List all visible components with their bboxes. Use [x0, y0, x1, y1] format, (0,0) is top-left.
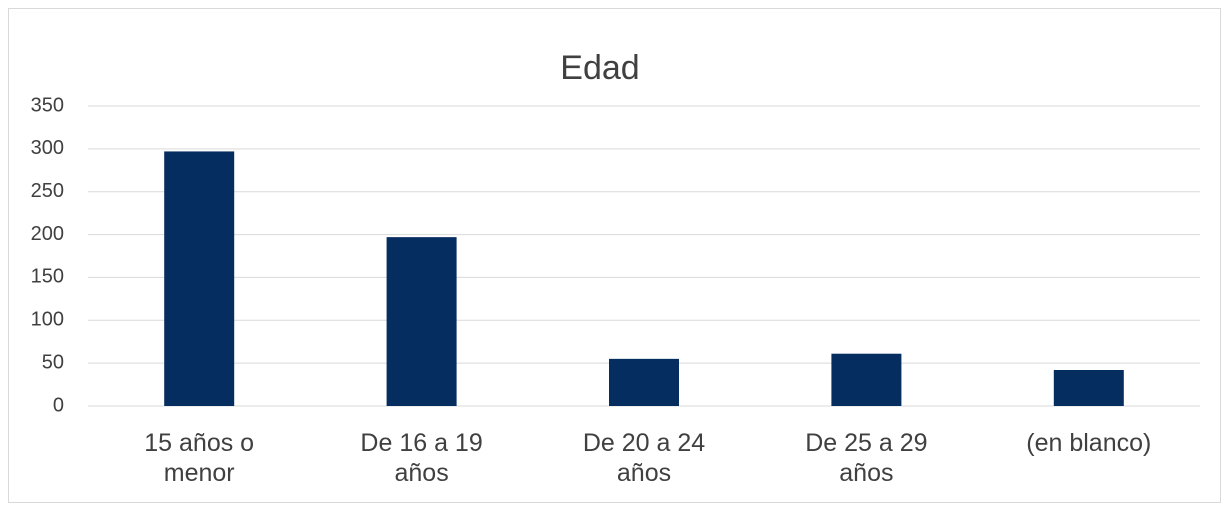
bar — [164, 151, 235, 406]
y-tick-label: 100 — [31, 309, 64, 331]
y-tick-label: 50 — [42, 351, 64, 373]
y-tick-label: 300 — [31, 137, 64, 159]
bar — [1053, 370, 1124, 406]
x-tick-label: De 20 a 24 años — [582, 429, 706, 487]
y-tick-label: 200 — [31, 223, 64, 245]
x-tick-label: (en blanco) — [1026, 429, 1152, 457]
y-tick-label: 0 — [53, 394, 64, 416]
x-tick-label: De 16 a 19 años — [360, 429, 483, 487]
bar — [609, 358, 679, 406]
x-tick-label: De 25 a 29 años — [805, 429, 928, 487]
chart-border — [8, 8, 1221, 503]
chart-title: Edad — [560, 49, 639, 87]
bar — [386, 237, 457, 406]
y-tick-label: 350 — [31, 94, 64, 116]
x-tick-label: 15 años o menor — [144, 429, 255, 487]
y-tick-label: 250 — [31, 180, 64, 202]
bar — [831, 353, 902, 406]
y-tick-label: 150 — [31, 266, 64, 288]
